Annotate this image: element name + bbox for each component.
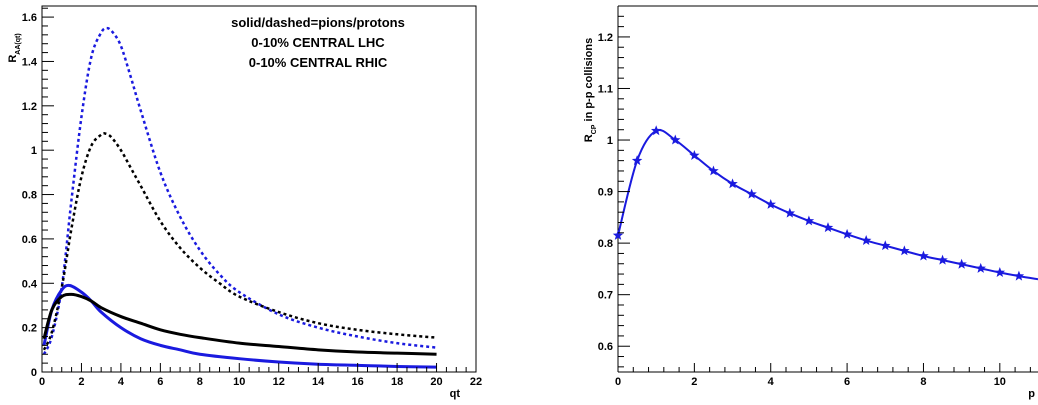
star-marker [727, 178, 738, 189]
star-marker [670, 134, 681, 145]
y-tick-label: 1.6 [22, 12, 37, 24]
star-marker [708, 165, 719, 176]
star-marker [937, 254, 948, 265]
x-tick-label: 12 [273, 376, 285, 388]
y-tick-label: 0 [31, 367, 37, 379]
right-plot-area [612, 5, 1038, 373]
x-tick-label: 22 [470, 376, 482, 388]
y-tick-label: 0.9 [598, 187, 613, 199]
y-tick-label: 1 [607, 135, 613, 147]
x-tick-label: 4 [768, 376, 775, 388]
star-marker [784, 207, 796, 218]
x-tick-label: 8 [920, 376, 926, 388]
left-series-1-line [42, 26, 437, 355]
y-tick-label: 1.1 [598, 83, 613, 95]
star-marker [899, 245, 910, 256]
star-marker [994, 267, 1006, 277]
right-y-axis: 0.6 0.7 0.8 0.9 1 1.1 1.2 [598, 15, 630, 368]
right-series-line [617, 128, 1038, 281]
right-y-axis-label: RCP in p-p collisions [583, 38, 598, 142]
y-tick-label: 1.4 [22, 56, 38, 68]
star-marker [918, 250, 929, 261]
left-chart-panel: 0 2 4 6 8 10 12 14 16 18 20 22 0 0.2 0.4 0.6 0.8 1 1.2 1.4… [7, 5, 482, 400]
x-tick-label: 10 [994, 376, 1006, 388]
x-tick-label: 18 [391, 376, 403, 388]
x-tick-label: 6 [844, 376, 850, 388]
legend-line-1: solid/dashed=pions/protons [231, 15, 405, 30]
x-tick-label: 4 [118, 376, 125, 388]
star-marker [956, 258, 967, 269]
star-marker [841, 228, 853, 239]
x-tick-label: 0 [39, 376, 45, 388]
star-marker [975, 262, 986, 273]
x-tick-label: 16 [352, 376, 364, 388]
x-tick-label: 20 [430, 376, 442, 388]
star-marker [631, 155, 643, 166]
x-tick-label: 6 [157, 376, 163, 388]
left-y-axis-label: RAA(qt) [7, 33, 22, 62]
star-marker [803, 215, 815, 226]
right-x-axis: 0 2 4 6 8 10 [615, 363, 1031, 388]
star-marker [746, 188, 757, 199]
star-marker [860, 235, 872, 245]
left-x-axis: 0 2 4 6 8 10 12 14 16 18 20 22 [39, 363, 482, 388]
left-series-2-line [42, 131, 437, 351]
right-x-axis-label: p [1028, 388, 1035, 400]
left-series-4-line [42, 292, 437, 356]
legend-line-3: 0-10% CENTRAL RHIC [249, 55, 388, 70]
y-tick-label: 1 [31, 145, 37, 157]
star-marker [822, 222, 834, 233]
y-tick-label: 0.6 [22, 234, 37, 246]
y-tick-label: 0.8 [22, 190, 37, 202]
star-marker [612, 229, 624, 240]
left-x-axis-label: qt [450, 388, 461, 400]
y-tick-label: 0.4 [22, 278, 38, 290]
right-chart-panel: 0 2 4 6 8 10 0.6 0.7 0.8 0.9 1 1.1 1.2 p RCP in p-p… [583, 5, 1038, 400]
y-tick-label: 1.2 [598, 32, 613, 44]
y-tick-label: 1.2 [22, 101, 37, 113]
x-tick-label: 14 [312, 376, 325, 388]
x-tick-label: 0 [615, 376, 621, 388]
y-tick-label: 0.2 [22, 323, 37, 335]
x-tick-label: 2 [691, 376, 697, 388]
y-tick-label: 0.8 [598, 238, 613, 250]
x-tick-label: 10 [233, 376, 245, 388]
left-series-3-line [42, 283, 437, 369]
y-tick-label: 0.6 [598, 341, 613, 353]
left-y-axis: 0 0.2 0.4 0.6 0.8 1 1.2 1.4 1.6 [22, 7, 54, 379]
x-tick-label: 2 [78, 376, 84, 388]
x-tick-label: 8 [197, 376, 203, 388]
star-marker [880, 240, 891, 251]
star-marker [650, 125, 662, 136]
star-marker [689, 149, 700, 160]
star-marker [765, 198, 776, 209]
legend-line-2: 0-10% CENTRAL LHC [251, 35, 385, 50]
left-legend: solid/dashed=pions/protons 0-10% CENTRAL… [231, 15, 405, 70]
y-tick-label: 0.7 [598, 290, 613, 302]
star-marker [1013, 270, 1025, 281]
